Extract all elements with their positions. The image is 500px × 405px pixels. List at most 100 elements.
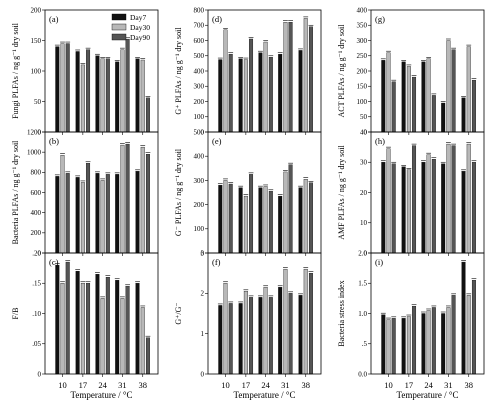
- bar-day30-24: [100, 58, 105, 133]
- y-tick-label: 600: [31, 189, 42, 197]
- bar-day90-10: [228, 54, 233, 133]
- bar-day7-10: [55, 46, 60, 133]
- bar-day90-24: [105, 58, 110, 133]
- legend-label-day30: Day30: [130, 23, 150, 32]
- y-tick-label: 1: [201, 330, 205, 338]
- bar-day7-38: [135, 58, 140, 133]
- bar-day30-38: [140, 307, 145, 375]
- bar-day30-10: [60, 283, 65, 375]
- x-tick-label: 17: [405, 380, 414, 390]
- y-tick-label: 0: [38, 249, 42, 257]
- bar-day30-10: [386, 319, 391, 375]
- bar-day30-17: [80, 283, 85, 375]
- bar-day90-38: [308, 26, 313, 133]
- panel-d: 0 100 200 300 400 500 600 700 800 (d) G⁺ PLFAs / n…: [174, 6, 322, 136]
- bar-day7-10: [381, 60, 386, 133]
- legend-swatch-day30: [111, 23, 127, 31]
- panel-c: 0 .05 .10 .15 .20 10 17 24 31 38 (c) F/B: [11, 249, 159, 390]
- bar-day30-31: [120, 49, 125, 133]
- bar-day90-17: [86, 49, 91, 133]
- bar-day30-38: [303, 268, 308, 375]
- y-tick-label: 700: [194, 22, 205, 30]
- y-tick-label: 200: [194, 98, 205, 106]
- panel-label: (f): [212, 257, 221, 267]
- panel-f: 0 1 2 3 10 17 24 31 38 (f) G⁺/G⁻: [174, 249, 322, 390]
- bar-day90-24: [431, 159, 436, 254]
- bar-day90-31: [288, 293, 293, 375]
- bar-day90-31: [288, 164, 293, 254]
- bar-day30-31: [120, 144, 125, 254]
- bar-day90-38: [471, 280, 476, 375]
- y-tick-label: 0: [364, 249, 368, 257]
- y-tick-label: 0: [364, 128, 368, 136]
- y-axis-title: AMF PLFAs / ng g⁻¹ dry soil: [337, 144, 346, 239]
- x-tick-label: 38: [138, 380, 147, 390]
- y-axis-title: Bacteria PLFAs / ng g⁻¹ dry soil: [11, 140, 20, 245]
- bar-day30-38: [466, 46, 471, 133]
- bar-day30-38: [140, 146, 145, 254]
- panel-label: (e): [212, 136, 222, 146]
- y-tick-label: 400: [194, 153, 205, 161]
- y-tick-label: 500: [194, 52, 205, 60]
- y-tick-label: 200: [357, 67, 368, 75]
- y-tick-label: 200: [194, 201, 205, 209]
- bar-day90-10: [65, 173, 70, 254]
- y-tick-label: .15: [32, 280, 41, 288]
- y-tick-label: 350: [357, 22, 368, 30]
- bar-day30-10: [223, 29, 228, 133]
- bar-day7-31: [115, 61, 120, 133]
- bar-day7-24: [421, 313, 426, 375]
- bar-day90-38: [471, 162, 476, 254]
- y-tick-label: 50: [34, 98, 42, 106]
- bar-day7-31: [115, 280, 120, 375]
- bar-day7-24: [258, 52, 263, 133]
- bar-day90-38: [145, 97, 150, 133]
- bar-day30-17: [80, 182, 85, 254]
- bar-day30-24: [426, 310, 431, 375]
- y-tick-label: 150: [357, 83, 368, 91]
- y-tick-label: 1200: [27, 128, 42, 136]
- bar-day30-38: [303, 179, 308, 254]
- bar-day30-17: [406, 66, 411, 133]
- x-tick-label: 24: [261, 380, 270, 390]
- bar-day90-31: [125, 143, 130, 254]
- bar-day90-31: [125, 39, 130, 133]
- legend-label-day90: Day90: [130, 33, 150, 42]
- y-tick-label: 0.0: [358, 370, 367, 378]
- bar-day7-31: [278, 195, 283, 254]
- bar-day90-24: [268, 57, 273, 133]
- bar-day7-17: [75, 270, 80, 375]
- bar-day90-17: [249, 174, 254, 254]
- panel-label: (b): [49, 136, 59, 146]
- y-tick-label: 50: [360, 113, 368, 121]
- bar-day7-17: [75, 177, 80, 254]
- panel-label: (a): [49, 14, 59, 24]
- x-tick-label: 10: [58, 380, 67, 390]
- bar-day7-38: [461, 261, 466, 375]
- bar-day90-24: [431, 307, 436, 375]
- panel-e: 0 100 200 300 400 500 (e) G⁻ PLFAs / ng g⁻¹ dry…: [174, 128, 322, 257]
- bar-day90-10: [65, 261, 70, 375]
- bar-day7-24: [95, 274, 100, 375]
- bar-day30-10: [60, 43, 65, 133]
- bar-day90-24: [431, 95, 436, 133]
- bar-day7-31: [441, 163, 446, 254]
- bar-day30-31: [446, 307, 451, 375]
- bar-day30-17: [80, 64, 85, 133]
- bar-day90-17: [412, 76, 417, 133]
- bar-day7-10: [55, 264, 60, 375]
- y-tick-label: 20: [360, 189, 368, 197]
- y-tick-label: 0: [201, 249, 205, 257]
- y-tick-label: 3: [201, 249, 205, 257]
- bar-day90-17: [86, 283, 91, 375]
- x-tick-label: 31: [281, 380, 290, 390]
- y-tick-label: 0: [201, 128, 205, 136]
- bar-day30-17: [406, 169, 411, 254]
- bar-day7-38: [298, 50, 303, 133]
- bar-day30-17: [243, 291, 248, 375]
- y-tick-label: .5: [362, 340, 368, 348]
- bar-day30-17: [243, 195, 248, 254]
- y-tick-label: 0: [201, 370, 205, 378]
